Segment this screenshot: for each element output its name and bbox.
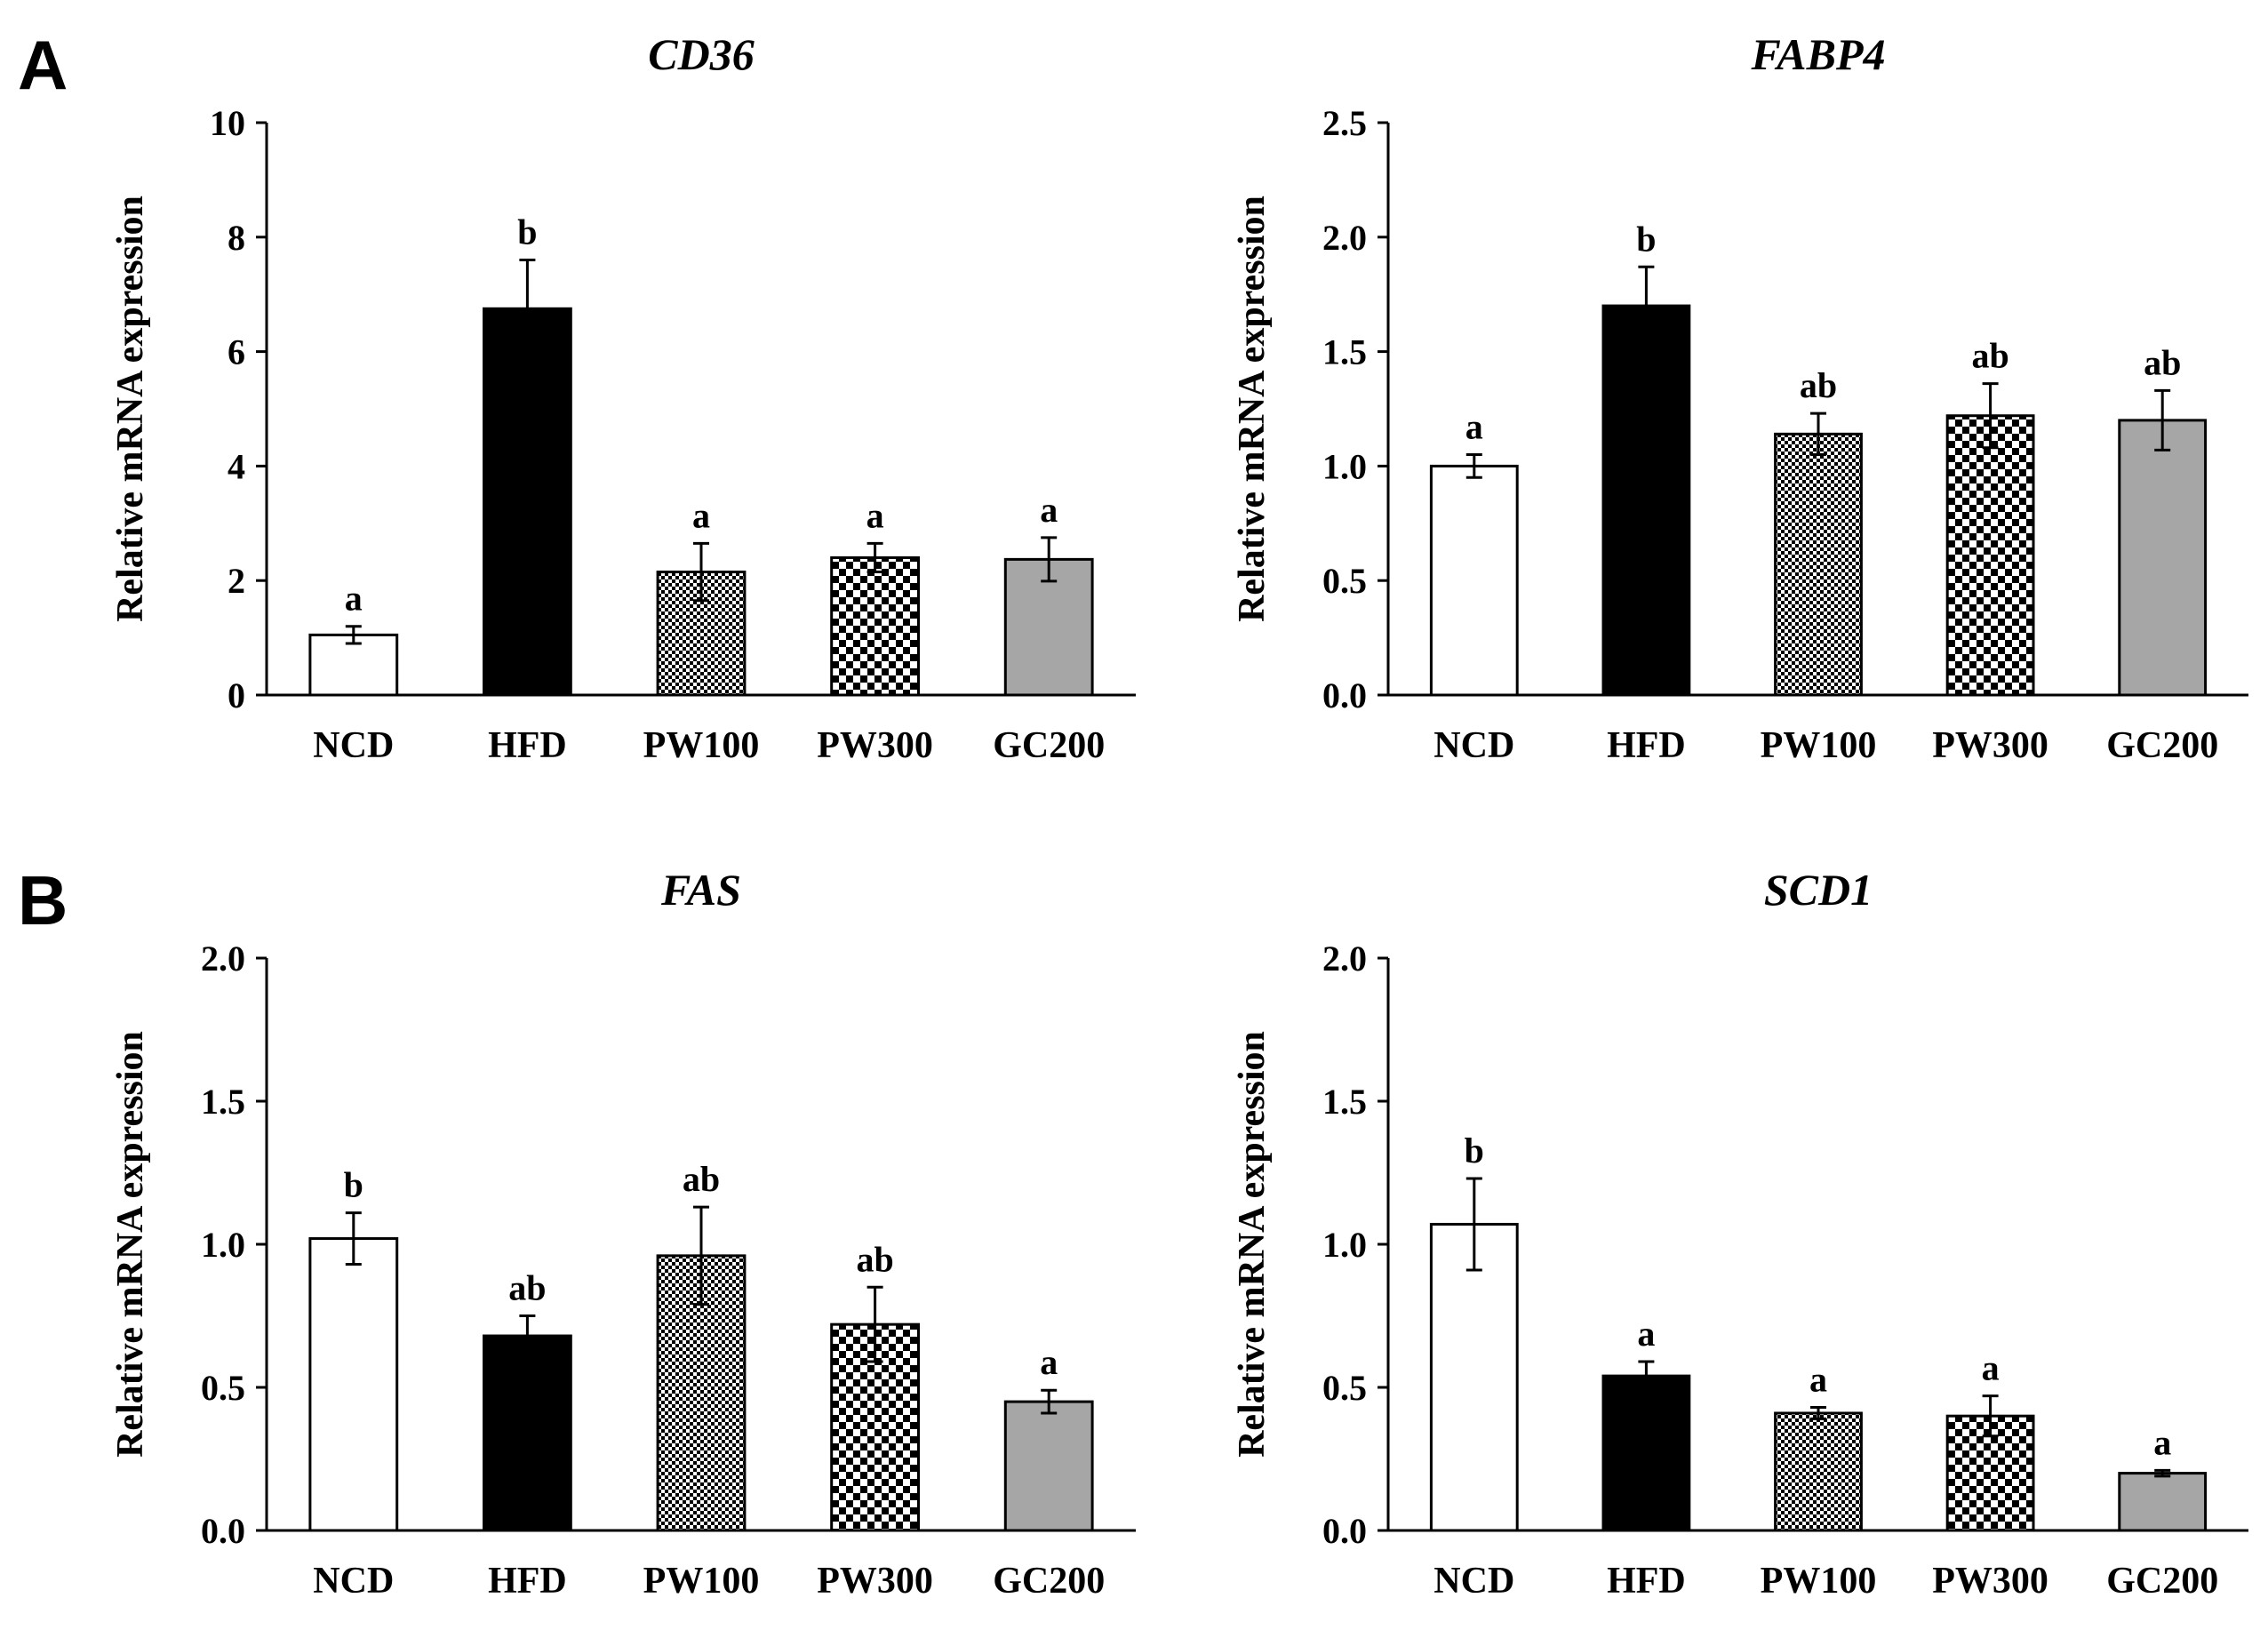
fabp4-y-tick-label: 0.5 [1322,561,1367,601]
scd1-x-tick-label-hfd: HFD [1607,1561,1686,1602]
scd1-significance-hfd: a [1637,1314,1655,1354]
fabp4-y-tick-label: 2.0 [1322,218,1367,258]
fas-x-tick-label-hfd: HFD [488,1561,567,1602]
fabp4-bar-pw300 [1945,414,2035,697]
panel-letter-a: A [18,26,68,104]
scd1-y-tick-label: 1.5 [1322,1082,1367,1122]
fas-significance-hfd: ab [508,1268,546,1308]
fabp4-x-tick-label-ncd: NCD [1433,725,1514,766]
cd36-bar-ncd [308,633,399,697]
cd36-y-tick-label: 2 [228,561,245,601]
fabp4-significance-pw100: ab [1800,365,1837,405]
cd36-bar-pw300 [830,555,921,697]
fas-x-tick-label-ncd: NCD [313,1561,394,1602]
fabp4-x-tick-label-hfd: HFD [1607,725,1686,766]
fas-significance-ncd: b [344,1165,363,1205]
cd36-significance-gc200: a [1040,490,1058,530]
fabp4-significance-gc200: ab [2144,342,2181,382]
fas-significance-gc200: a [1040,1342,1058,1382]
fabp4-y-tick-label: 1.5 [1322,332,1367,372]
scd1-chart-title: SCD1 [1764,865,1873,915]
scd1-y-axis-label: Relative mRNA expression [1232,1031,1273,1458]
fabp4-bar-gc200 [2118,419,2208,697]
fas-significance-pw100: ab [683,1159,720,1199]
cd36-significance-pw100: a [692,495,710,535]
scd1-significance-pw100: a [1809,1360,1827,1400]
fas-y-axis-label: Relative mRNA expression [110,1031,151,1458]
fabp4-x-tick-label-pw300: PW300 [1932,725,2048,766]
fas-bar-gc200 [1003,1400,1094,1532]
cd36-y-tick-label: 10 [210,103,245,143]
chart-fabp4: FABP4 Relative mRNA expression 0.0 0.5 1.0 1.… [1232,29,2248,766]
chart-fas: FAS Relative mRNA expression 0.0 0.5 1.0 1.5 2… [110,865,1136,1602]
scd1-bar-pw300 [1945,1414,2035,1532]
fabp4-y-tick-label: 2.5 [1322,103,1367,143]
fas-x-tick-label-gc200: GC200 [993,1561,1105,1602]
fabp4-x-tick-label-gc200: GC200 [2106,725,2218,766]
cd36-significance-hfd: b [517,212,537,252]
fas-y-tick-label: 1.5 [201,1082,245,1122]
scd1-y-tick-label: 0.0 [1322,1511,1367,1551]
cd36-bar-hfd [483,307,572,697]
fabp4-y-tick-label: 1.0 [1322,446,1367,486]
fabp4-y-tick-label: 0.0 [1322,675,1367,715]
cd36-y-tick-label: 6 [228,332,245,372]
scd1-significance-gc200: a [2153,1422,2171,1462]
scd1-y-tick-label: 0.5 [1322,1368,1367,1408]
fas-bar-hfd [483,1334,572,1532]
fas-x-tick-label-pw300: PW300 [817,1561,933,1602]
fabp4-y-axis-label: Relative mRNA expression [1232,196,1273,622]
cd36-x-tick-label-hfd: HFD [488,725,567,766]
scd1-bar-gc200 [2118,1472,2208,1532]
cd36-y-axis-label: Relative mRNA expression [110,196,151,622]
fabp4-significance-pw300: ab [1971,336,2008,376]
fabp4-bar-hfd [1601,304,1691,697]
scd1-significance-ncd: b [1465,1131,1484,1171]
scd1-x-tick-label-pw300: PW300 [1932,1561,2048,1602]
fabp4-x-tick-label-pw100: PW100 [1761,725,1877,766]
panel-letter-b: B [18,861,68,939]
fabp4-chart-title: FABP4 [1750,29,1885,79]
fas-y-tick-label: 1.0 [201,1225,245,1265]
scd1-x-tick-label-pw100: PW100 [1761,1561,1877,1602]
fas-y-tick-label: 2.0 [201,939,245,979]
scd1-y-tick-label: 1.0 [1322,1225,1367,1265]
scd1-x-tick-label-gc200: GC200 [2106,1561,2218,1602]
chart-cd36: CD36 Relative mRNA expression 0 2 4 6 8 10 a NCD b… [110,29,1136,766]
cd36-y-tick-label: 8 [228,218,245,258]
cd36-x-tick-label-pw300: PW300 [817,725,933,766]
scd1-x-tick-label-ncd: NCD [1433,1561,1514,1602]
fabp4-significance-ncd: a [1465,407,1483,447]
fabp4-bar-ncd [1429,464,1519,697]
scd1-y-tick-label: 2.0 [1322,939,1367,979]
scd1-bar-hfd [1601,1374,1691,1532]
fas-y-tick-label: 0.5 [201,1368,245,1408]
cd36-significance-ncd: a [345,579,363,619]
fas-x-tick-label-pw100: PW100 [643,1561,760,1602]
scd1-significance-pw300: a [1982,1348,2000,1388]
cd36-chart-title: CD36 [648,29,754,79]
fas-bar-ncd [308,1237,399,1532]
cd36-y-tick-label: 0 [228,675,245,715]
cd36-x-tick-label-pw100: PW100 [643,725,760,766]
fas-significance-pw300: ab [856,1239,893,1279]
fabp4-significance-hfd: b [1636,219,1656,259]
fas-y-tick-label: 0.0 [201,1511,245,1551]
cd36-significance-pw300: a [866,495,884,535]
cd36-y-tick-label: 4 [228,446,245,486]
cd36-x-tick-label-gc200: GC200 [993,725,1105,766]
fabp4-bar-pw100 [1774,432,1863,697]
chart-scd1: SCD1 Relative mRNA expression 0.0 0.5 1.0 1.5… [1232,865,2248,1602]
fas-chart-title: FAS [660,865,741,915]
cd36-x-tick-label-ncd: NCD [313,725,394,766]
scd1-bar-pw100 [1774,1411,1863,1532]
